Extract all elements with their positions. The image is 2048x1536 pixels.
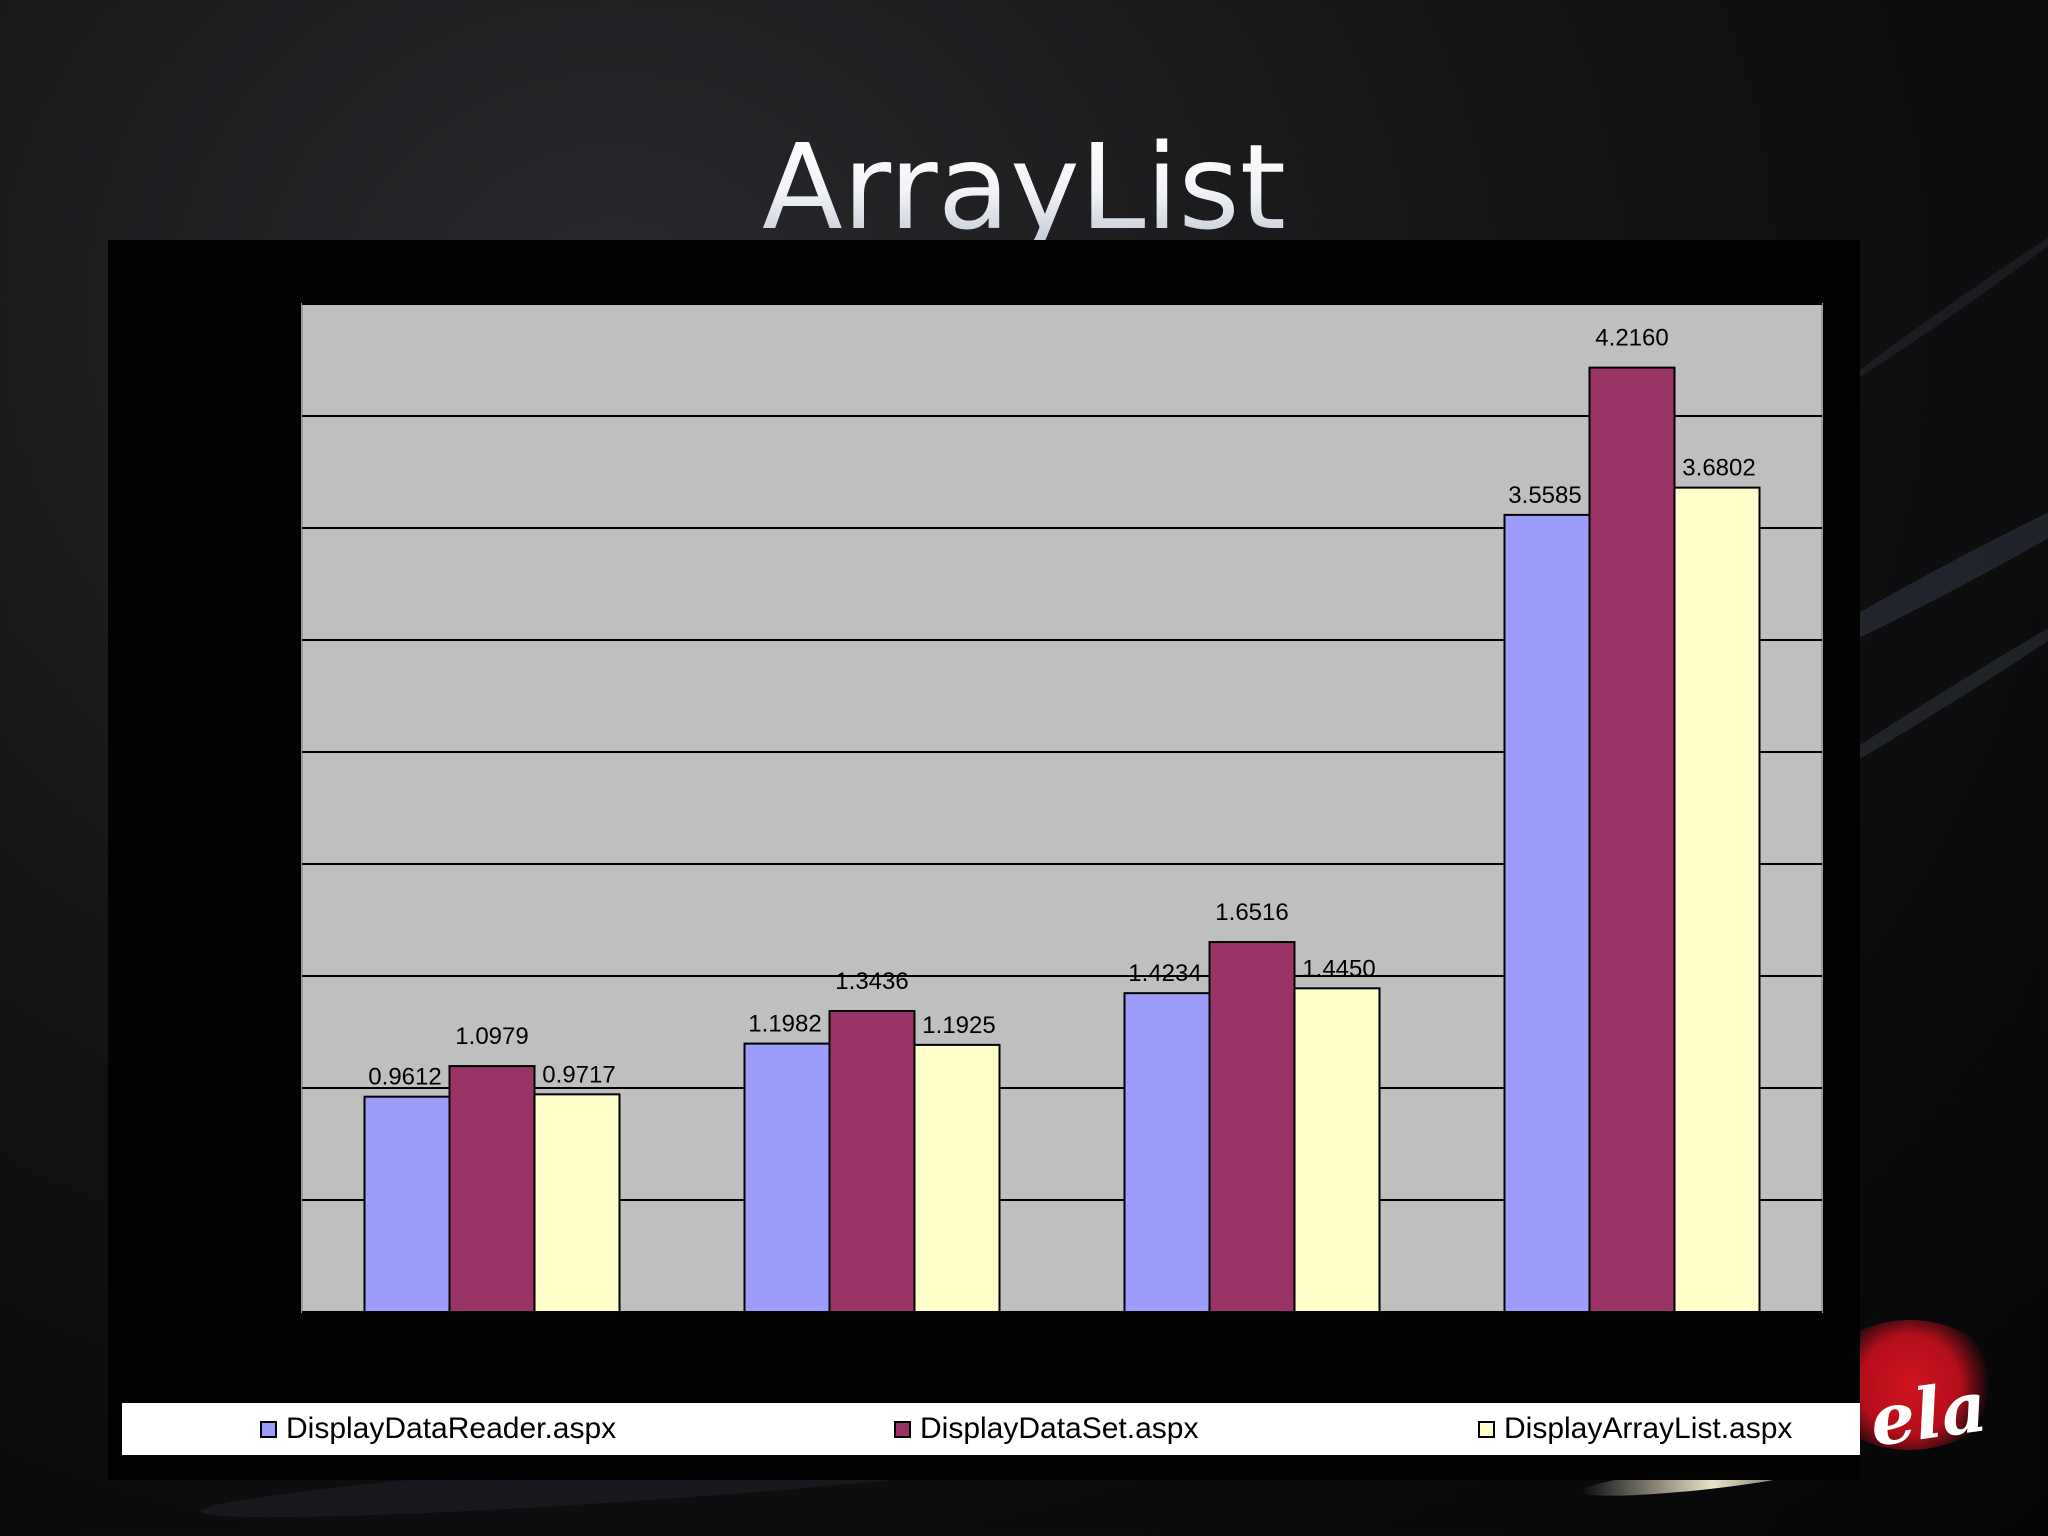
bar (1673, 486, 1761, 1313)
bar (1503, 513, 1591, 1313)
data-label: 3.6802 (1682, 455, 1755, 482)
data-label: 1.0979 (455, 1023, 528, 1050)
bar (743, 1042, 831, 1313)
data-label: 1.3436 (835, 968, 908, 995)
bar (363, 1095, 451, 1314)
data-label: 1.4450 (1302, 955, 1375, 982)
data-label: 1.1925 (922, 1012, 995, 1039)
bar (913, 1043, 1001, 1313)
chart-legend: DisplayDataReader.aspx DisplayDataSet.asp… (122, 1403, 1860, 1455)
bar (828, 1010, 916, 1314)
data-label: 3.5585 (1508, 482, 1581, 509)
logo-text: ela (1864, 1364, 1992, 1463)
bar (1293, 987, 1381, 1313)
legend-item: DisplayDataReader.aspx (260, 1403, 616, 1455)
slide-title: ArrayList (0, 128, 2048, 244)
data-label: 1.1982 (748, 1011, 821, 1038)
data-label: 1.6516 (1215, 899, 1288, 926)
legend-item: DisplayDataSet.aspx (894, 1403, 1198, 1455)
legend-swatch (1478, 1420, 1495, 1438)
legend-swatch (894, 1420, 911, 1438)
legend-label: DisplayArrayList.aspx (1504, 1412, 1793, 1445)
legend-swatch (260, 1420, 277, 1438)
data-label: 0.9612 (368, 1064, 441, 1091)
data-label: 4.2160 (1595, 325, 1668, 352)
legend-label: DisplayDataSet.aspx (920, 1412, 1199, 1445)
bar (448, 1065, 536, 1313)
bar (1588, 366, 1676, 1313)
legend-item: DisplayArrayList.aspx (1478, 1403, 1792, 1455)
chart-frame: 0.9612 1.0979 0.9717 1.1982 1.3436 1.1925 1.42… (108, 240, 1860, 1480)
bar (1208, 941, 1296, 1314)
bar (533, 1093, 621, 1313)
data-label: 1.4234 (1128, 960, 1201, 987)
bar-chart: 0.9612 1.0979 0.9717 1.1982 1.3436 1.1925 1.42… (301, 303, 1823, 1314)
legend-label: DisplayDataReader.aspx (286, 1412, 617, 1445)
bar (1123, 992, 1211, 1313)
data-label: 0.9717 (542, 1061, 615, 1088)
